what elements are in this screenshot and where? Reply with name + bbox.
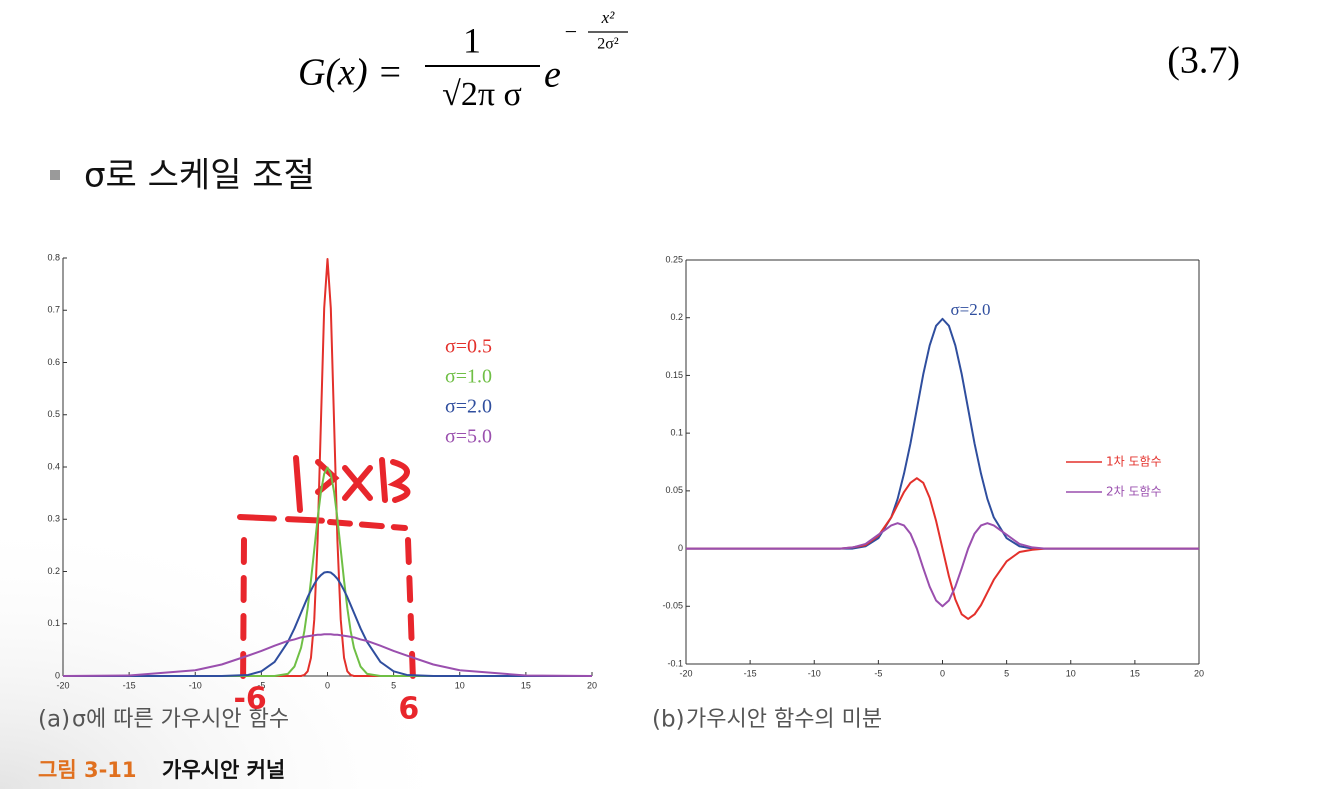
x-tick-label: 15 (1130, 668, 1140, 678)
series-line (686, 317, 1199, 550)
handwritten-note: -6 (233, 682, 266, 717)
x-tick-label: -5 (257, 680, 265, 690)
y-tick-label: 0.7 (47, 305, 60, 315)
formula-denominator: √2π σ (442, 76, 522, 113)
y-tick-label: 0 (678, 543, 683, 553)
figure-title: 가우시안 커널 (162, 758, 285, 782)
caption-label: (a) (38, 707, 70, 733)
hand-dash (240, 537, 247, 693)
series-line (62, 633, 593, 677)
legend-label: 2차 도함수 (1106, 485, 1162, 499)
series-line (63, 466, 592, 677)
y-tick-label: -0.05 (662, 601, 683, 611)
series-line (686, 522, 1199, 608)
caption: 가우시안 함수의 미분 (686, 707, 882, 732)
y-tick-label: 0.05 (665, 485, 683, 495)
caption: σ에 따른 가우시안 함수 (72, 707, 289, 732)
x-tick-label: -20 (679, 668, 692, 678)
x-tick-label: -15 (123, 680, 136, 690)
formula-lhs: G(x) = (298, 52, 403, 94)
x-tick-label: 5 (391, 680, 396, 690)
y-tick-label: 0.15 (665, 370, 683, 380)
series-label: σ=2.0 (951, 300, 991, 319)
formula-base: e (544, 54, 561, 96)
legend-label: σ=1.0 (445, 366, 492, 388)
series-line (686, 477, 1199, 620)
x-tick-label: 15 (521, 680, 531, 690)
hand-dash (237, 514, 333, 524)
x-tick-label: 5 (1004, 668, 1009, 678)
y-tick-label: 0.2 (47, 566, 60, 576)
y-tick-label: 0.4 (47, 461, 60, 471)
y-tick-label: 0.25 (665, 254, 683, 264)
series-line (63, 571, 592, 677)
chart: -0.1 -0.05 0 0.05 0.1 0.15 0.2 0.25 -20 -15 -10 -5 0… (662, 254, 1204, 678)
handwritten-note: 6 (398, 692, 419, 727)
x-tick-label: -15 (744, 668, 757, 678)
figure-label: 그림 3-11 (38, 758, 137, 782)
y-tick-label: 0.8 (47, 252, 60, 262)
y-tick-label: 0 (55, 670, 60, 680)
formula: G(x) = 1 √2π σ e − x² 2σ² (3.7) (298, 8, 1240, 113)
x-tick-label: 20 (587, 680, 597, 690)
legend-label: 1차 도함수 (1106, 455, 1162, 469)
y-tick-label: 0.5 (47, 409, 60, 419)
legend-label: σ=5.0 (445, 426, 492, 448)
formula-numerator: 1 (463, 20, 481, 60)
y-tick-label: -0.1 (667, 658, 683, 668)
x-tick-label: 10 (455, 680, 465, 690)
legend-label: σ=2.0 (445, 396, 492, 418)
equation-number: (3.7) (1167, 40, 1240, 82)
formula-exponent-sign: − (565, 19, 577, 44)
chart: 0 0.1 0.2 0.3 0.4 0.5 0.6 0.7 0.8 -20 -15 -10 -5 0 5 10… (47, 252, 597, 726)
y-tick-label: 0.6 (47, 357, 60, 367)
hand-dash (327, 519, 408, 531)
x-tick-label: 0 (325, 680, 330, 690)
y-tick-label: 0.2 (670, 312, 683, 322)
y-tick-label: 0.1 (47, 618, 60, 628)
x-tick-label: 0 (940, 668, 945, 678)
x-tick-label: -10 (808, 668, 821, 678)
legend-label: σ=0.5 (445, 336, 492, 358)
x-tick-label: 10 (1066, 668, 1076, 678)
x-tick-label: -20 (56, 680, 69, 690)
x-tick-label: 20 (1194, 668, 1204, 678)
x-tick-label: -5 (874, 668, 882, 678)
y-tick-label: 0.3 (47, 514, 60, 524)
bullet-marker (50, 170, 60, 180)
caption-label: (b) (652, 707, 685, 733)
x-tick-label: -10 (189, 680, 202, 690)
formula-exponent-denominator: 2σ² (597, 36, 619, 53)
bullet-text: σ로 스케일 조절 (84, 156, 315, 196)
y-tick-label: 0.1 (670, 428, 683, 438)
formula-exponent-numerator: x² (601, 8, 616, 27)
